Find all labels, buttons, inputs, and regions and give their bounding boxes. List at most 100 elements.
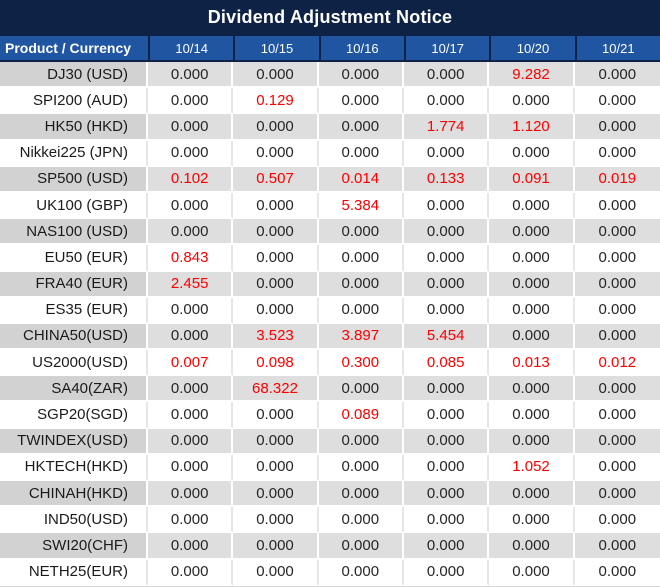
- dividend-value-cell: 0.000: [148, 402, 234, 429]
- dividend-value-cell: 0.000: [489, 428, 575, 455]
- product-cell: NAS100 (USD): [0, 219, 148, 246]
- product-cell: SWI20(CHF): [0, 533, 148, 560]
- dividend-value-cell: 0.000: [233, 428, 319, 455]
- table-row: SGP20(SGD) 0.000 0.000 0.089 0.000 0.000 0.00…: [0, 402, 660, 429]
- dividend-value-cell: 0.300: [318, 350, 404, 377]
- dividend-value-cell: 0.012: [574, 350, 660, 377]
- dividend-value-cell: 0.000: [574, 323, 660, 351]
- table-row: Nikkei225 (JPN) 0.000 0.000 0.000 0.000 0.00…: [0, 140, 660, 167]
- dividend-value-cell: 0.000: [233, 402, 319, 429]
- dividend-value-cell: 0.089: [318, 402, 404, 429]
- dividend-value-cell: 0.843: [148, 245, 234, 272]
- dividend-value-cell: 0.000: [574, 454, 660, 481]
- table-body: DJ30 (USD) 0.000 0.000 0.000 0.000 9.282 0.00…: [0, 62, 660, 586]
- table-row: CHINA50(USD) 0.000 3.523 3.897 5.454 0.000 0.…: [0, 323, 660, 351]
- dividend-value-cell: 5.384: [318, 192, 404, 220]
- dividend-value-cell: 0.000: [574, 88, 660, 115]
- dividend-value-cell: 0.000: [404, 192, 490, 220]
- dividend-value-cell: 0.000: [489, 559, 575, 586]
- dividend-value-cell: 0.000: [574, 376, 660, 403]
- dividend-value-cell: 0.000: [233, 271, 319, 298]
- dividend-value-cell: 0.000: [318, 481, 404, 508]
- product-cell: SA40(ZAR): [0, 376, 148, 403]
- product-cell: CHINAH(HKD): [0, 481, 148, 508]
- product-cell: SP500 (USD): [0, 166, 148, 193]
- dividend-value-cell: 0.000: [148, 192, 234, 220]
- table-row: CHINAH(HKD) 0.000 0.000 0.000 0.000 0.000 0.0…: [0, 481, 660, 508]
- dividend-value-cell: 0.098: [233, 350, 319, 377]
- table-row: US2000(USD) 0.007 0.098 0.300 0.085 0.013 0.0…: [0, 350, 660, 377]
- dividend-value-cell: 0.000: [489, 297, 575, 324]
- dividend-value-cell: 0.000: [233, 192, 319, 220]
- product-cell: Nikkei225 (JPN): [0, 140, 148, 167]
- product-cell: CHINA50(USD): [0, 323, 148, 351]
- dividend-value-cell: 0.000: [148, 323, 234, 351]
- dividend-value-cell: 0.000: [148, 559, 234, 586]
- dividend-value-cell: 0.000: [148, 428, 234, 455]
- dividend-value-cell: 0.000: [404, 428, 490, 455]
- dividend-value-cell: 1.774: [404, 114, 490, 141]
- dividend-value-cell: 0.000: [233, 140, 319, 167]
- dividend-value-cell: 0.000: [148, 533, 234, 560]
- dividend-value-cell: 9.282: [489, 62, 575, 89]
- dividend-value-cell: 0.000: [318, 297, 404, 324]
- dividend-value-cell: 0.000: [233, 533, 319, 560]
- product-cell: HKTECH(HKD): [0, 454, 148, 481]
- dividend-value-cell: 0.000: [233, 297, 319, 324]
- table-row: TWINDEX(USD) 0.000 0.000 0.000 0.000 0.000 0.…: [0, 428, 660, 455]
- dividend-value-cell: 0.000: [404, 376, 490, 403]
- table-row: HKTECH(HKD) 0.000 0.000 0.000 0.000 1.052 0.0…: [0, 454, 660, 481]
- date-column-header: 10/16: [318, 36, 404, 60]
- dividend-value-cell: 0.000: [233, 62, 319, 89]
- dividend-value-cell: 0.000: [574, 402, 660, 429]
- page-title: Dividend Adjustment Notice: [207, 6, 453, 27]
- dividend-value-cell: 0.000: [404, 245, 490, 272]
- dividend-value-cell: 5.454: [404, 323, 490, 351]
- dividend-value-cell: 0.000: [318, 533, 404, 560]
- dividend-value-cell: 0.000: [148, 481, 234, 508]
- table-row: SA40(ZAR) 0.000 68.322 0.000 0.000 0.000 0.00…: [0, 376, 660, 403]
- table-row: SPI200 (AUD) 0.000 0.129 0.000 0.000 0.000 0.…: [0, 88, 660, 115]
- dividend-value-cell: 0.000: [574, 219, 660, 246]
- dividend-value-cell: 0.000: [148, 140, 234, 167]
- product-cell: ES35 (EUR): [0, 297, 148, 324]
- table-row: UK100 (GBP) 0.000 0.000 5.384 0.000 0.000 0.0…: [0, 192, 660, 220]
- dividend-value-cell: 0.507: [233, 166, 319, 193]
- dividend-value-cell: 0.000: [574, 271, 660, 298]
- dividend-value-cell: 0.000: [404, 454, 490, 481]
- dividend-value-cell: 0.091: [489, 166, 575, 193]
- product-cell: IND50(USD): [0, 507, 148, 534]
- product-cell: DJ30 (USD): [0, 62, 148, 89]
- dividend-value-cell: 0.000: [148, 376, 234, 403]
- dividend-value-cell: 1.120: [489, 114, 575, 141]
- dividend-value-cell: 0.000: [404, 402, 490, 429]
- dividend-value-cell: 0.133: [404, 166, 490, 193]
- dividend-value-cell: 0.000: [574, 114, 660, 141]
- product-cell: NETH25(EUR): [0, 559, 148, 586]
- dividend-value-cell: 0.000: [318, 271, 404, 298]
- dividend-value-cell: 0.000: [233, 219, 319, 246]
- table-row: EU50 (EUR) 0.843 0.000 0.000 0.000 0.000 0.00…: [0, 245, 660, 272]
- date-column-header: 10/17: [404, 36, 489, 60]
- dividend-value-cell: 0.000: [318, 376, 404, 403]
- table-row: SP500 (USD) 0.102 0.507 0.014 0.133 0.091 0.0…: [0, 166, 660, 193]
- dividend-value-cell: 0.000: [233, 245, 319, 272]
- dividend-value-cell: 0.000: [489, 271, 575, 298]
- dividend-value-cell: 0.000: [233, 114, 319, 141]
- product-cell: SGP20(SGD): [0, 402, 148, 429]
- product-cell: SPI200 (AUD): [0, 88, 148, 115]
- dividend-value-cell: 0.000: [489, 402, 575, 429]
- table-row: IND50(USD) 0.000 0.000 0.000 0.000 0.000 0.00…: [0, 507, 660, 534]
- dividend-value-cell: 0.000: [489, 192, 575, 220]
- dividend-value-cell: 0.000: [148, 297, 234, 324]
- dividend-value-cell: 0.007: [148, 350, 234, 377]
- product-cell: FRA40 (EUR): [0, 271, 148, 298]
- date-column-header: 10/15: [233, 36, 318, 60]
- dividend-value-cell: 0.000: [148, 507, 234, 534]
- table-row: FRA40 (EUR) 2.455 0.000 0.000 0.000 0.000 0.0…: [0, 271, 660, 298]
- dividend-value-cell: 0.000: [404, 62, 490, 89]
- dividend-value-cell: 0.000: [318, 454, 404, 481]
- date-column-header: 10/20: [489, 36, 574, 60]
- dividend-value-cell: 0.000: [404, 481, 490, 508]
- dividend-value-cell: 0.000: [574, 140, 660, 167]
